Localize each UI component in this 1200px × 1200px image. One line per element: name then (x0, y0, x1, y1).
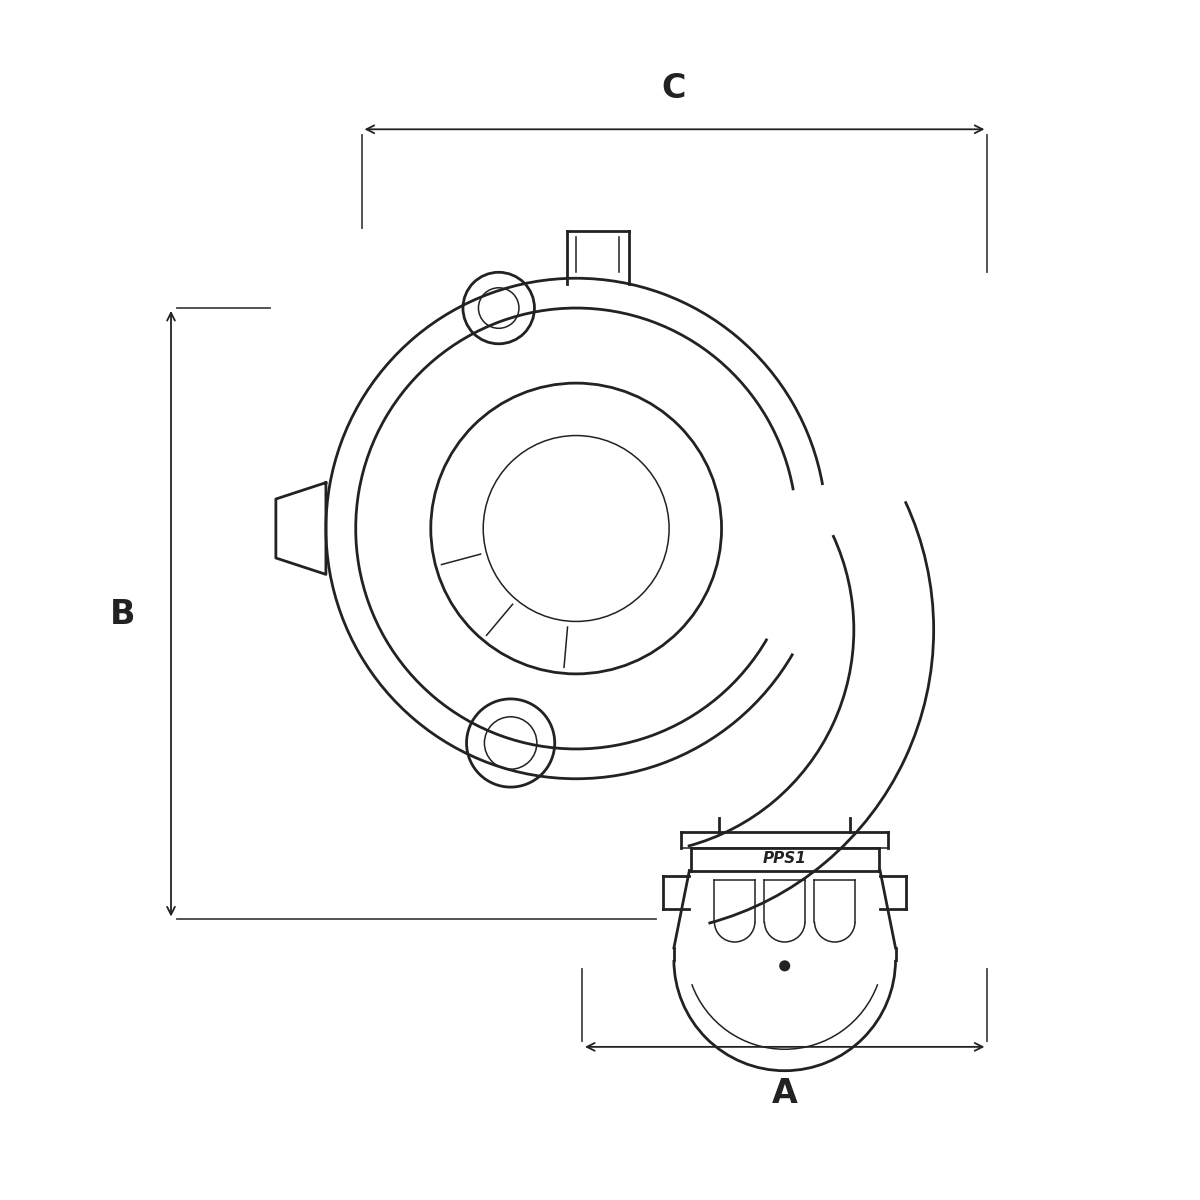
Text: PPS1: PPS1 (763, 851, 806, 866)
Circle shape (780, 961, 790, 971)
Text: B: B (109, 598, 136, 631)
Text: A: A (772, 1076, 798, 1110)
Text: C: C (661, 72, 686, 106)
